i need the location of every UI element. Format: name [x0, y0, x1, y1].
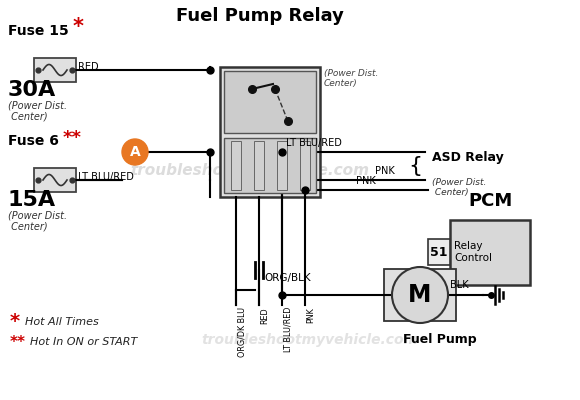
Bar — [220, 67, 320, 197]
Text: A: A — [129, 145, 140, 159]
Bar — [224, 71, 316, 133]
Text: 30A: 30A — [8, 80, 56, 100]
Text: LT BLU/RED: LT BLU/RED — [284, 307, 292, 352]
Text: LT BLU/RED: LT BLU/RED — [78, 172, 134, 182]
Text: BLK: BLK — [450, 280, 469, 290]
Text: Fuse 15: Fuse 15 — [8, 24, 69, 38]
Text: *: * — [10, 312, 20, 332]
Text: Hot In ON or START: Hot In ON or START — [30, 337, 137, 347]
Text: troubleshootmyvehicle.com: troubleshootmyvehicle.com — [130, 162, 369, 178]
Text: PCM: PCM — [468, 192, 512, 210]
Text: (Power Dist.
 Center): (Power Dist. Center) — [8, 100, 67, 122]
Text: LT BLU/RED: LT BLU/RED — [285, 138, 342, 148]
Circle shape — [122, 139, 148, 165]
Text: (Power Dist.
 Center): (Power Dist. Center) — [432, 178, 487, 198]
Text: Relay
Control: Relay Control — [454, 241, 492, 263]
Text: Fuse 6: Fuse 6 — [8, 134, 59, 148]
Bar — [253, 141, 263, 190]
Text: Fuel Pump Relay: Fuel Pump Relay — [176, 7, 344, 25]
Bar — [277, 141, 287, 190]
Bar — [230, 141, 241, 190]
Bar — [450, 220, 530, 284]
Text: M: M — [408, 283, 432, 307]
Bar — [34, 168, 76, 192]
Text: RED: RED — [78, 62, 99, 72]
Text: 51: 51 — [430, 246, 448, 258]
Text: ORG/BLK: ORG/BLK — [264, 273, 311, 283]
Bar — [34, 58, 76, 82]
Text: PNK: PNK — [356, 176, 376, 186]
Bar — [428, 239, 450, 265]
Text: *: * — [73, 17, 84, 37]
Text: (Power Dist.
Center): (Power Dist. Center) — [324, 69, 378, 88]
Text: ORG/DK BLU: ORG/DK BLU — [237, 307, 246, 357]
Text: (Power Dist.
 Center): (Power Dist. Center) — [8, 210, 67, 232]
Bar — [299, 141, 310, 190]
Text: {: { — [409, 156, 430, 176]
Bar — [384, 269, 456, 321]
Text: **: ** — [10, 334, 26, 350]
Bar — [224, 138, 316, 193]
Text: RED: RED — [260, 307, 270, 324]
Text: PNK: PNK — [375, 166, 395, 176]
Text: troubleshootmyvehicle.com: troubleshootmyvehicle.com — [201, 333, 419, 347]
Text: 15A: 15A — [8, 190, 56, 210]
Text: Fuel Pump: Fuel Pump — [403, 333, 477, 346]
Text: **: ** — [63, 129, 82, 147]
Text: PNK: PNK — [306, 307, 316, 323]
Text: ASD Relay: ASD Relay — [432, 152, 504, 164]
Text: Hot All Times: Hot All Times — [25, 317, 99, 327]
Circle shape — [392, 267, 448, 323]
